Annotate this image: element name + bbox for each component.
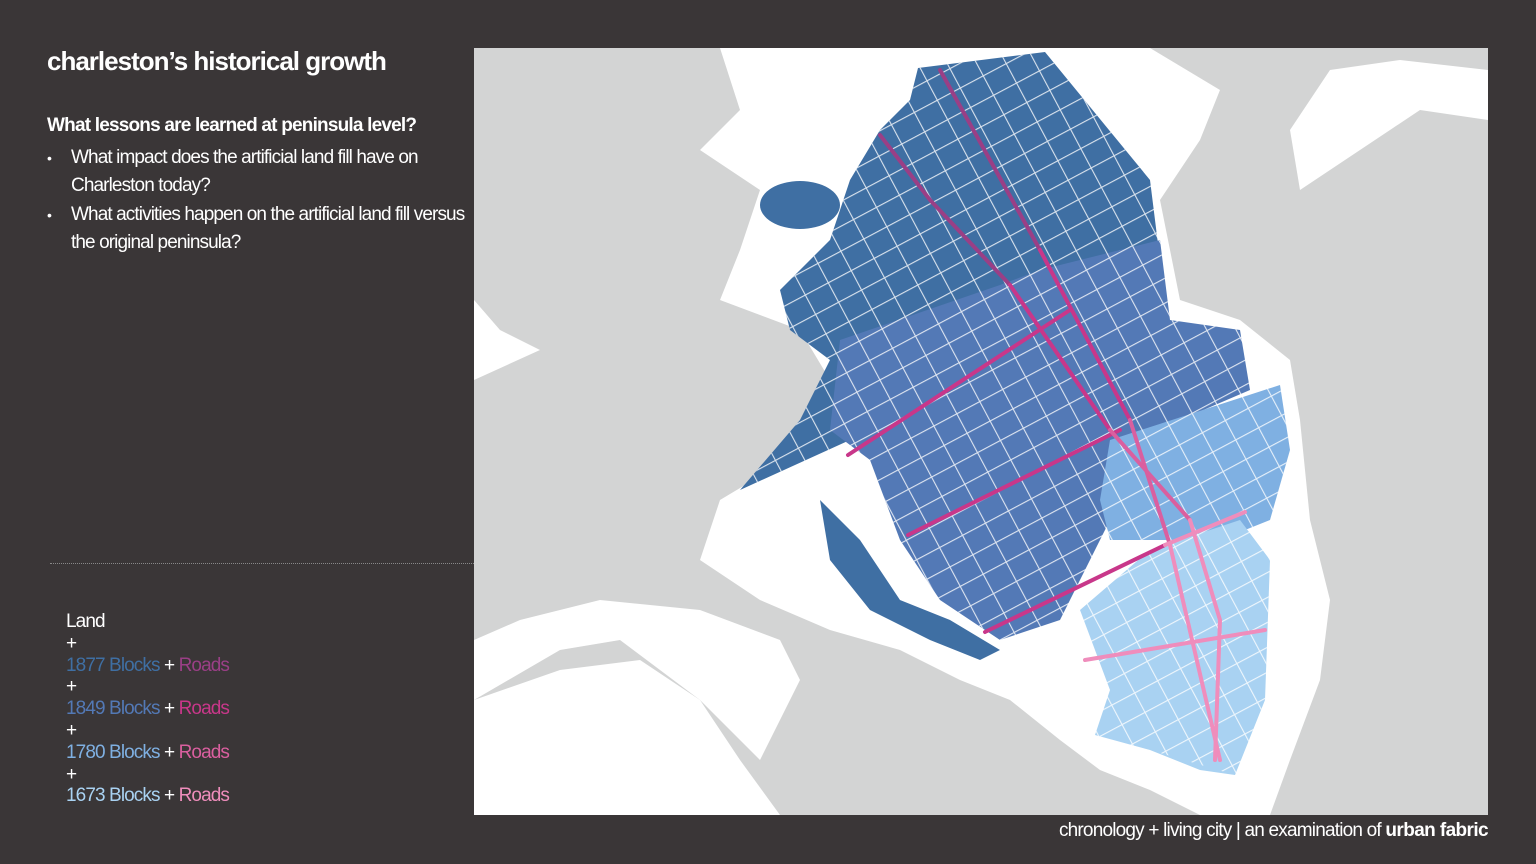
road-1877: [938, 68, 1042, 252]
legend-roads: Roads: [178, 741, 230, 763]
legend: Land +1877 Blocks + Roads +1849 Blocks + …: [66, 611, 230, 807]
road-1673: [1083, 628, 1267, 662]
bullet-list: What impact does the artificial land fil…: [47, 144, 471, 258]
title: charleston’s historical growth: [47, 46, 387, 76]
legend-blocks: 1849 Blocks: [66, 698, 161, 720]
road-1849: [1038, 248, 1132, 422]
legend-plus: +: [66, 719, 77, 741]
question-heading: What lessons are learned at peninsula le…: [47, 115, 417, 136]
blocks-1877: [820, 500, 1000, 660]
legend-base: Land: [66, 611, 106, 632]
legend-plus: +: [66, 763, 77, 785]
legend-row: 1877 Blocks + Roads: [66, 654, 230, 677]
roads: [846, 68, 1267, 762]
water: [474, 48, 1488, 815]
legend-plus: +: [66, 632, 77, 654]
legend-plus: +: [164, 785, 175, 807]
road-1673: [1188, 518, 1223, 762]
map: [474, 48, 1488, 815]
footer: chronology + living city | an examinatio…: [1058, 820, 1489, 842]
bullet: What activities happen on the artificial…: [47, 201, 471, 257]
footer-text: chronology + living city | an examinatio…: [1058, 820, 1382, 841]
road-1849: [906, 428, 1122, 537]
blocks-1877: [760, 181, 840, 229]
footer-emphasis: urban fabric: [1385, 820, 1488, 841]
road-1849: [846, 308, 1072, 457]
legend-plus: +: [66, 676, 77, 698]
road-1877: [878, 133, 1012, 287]
road-1849: [1008, 283, 1112, 432]
legend-roads: Roads: [178, 785, 230, 807]
bullet: What impact does the artificial land fil…: [47, 144, 471, 200]
legend-blocks: 1877 Blocks: [66, 654, 161, 676]
road-1780: [1128, 418, 1172, 547]
legend-plus: +: [164, 654, 175, 676]
legend-plus: +: [164, 741, 175, 763]
legend-roads: Roads: [178, 654, 230, 676]
road-1849: [983, 543, 1167, 634]
legend-row: 1780 Blocks + Roads: [66, 741, 230, 764]
legend-row: 1673 Blocks + Roads: [66, 785, 230, 807]
road-1780: [1108, 428, 1192, 522]
road-1673: [1163, 510, 1247, 547]
legend-roads: Roads: [178, 698, 230, 720]
legend-blocks: 1673 Blocks: [66, 785, 161, 807]
road-1673: [1168, 543, 1222, 762]
divider: [50, 563, 474, 564]
legend-row: 1849 Blocks + Roads: [66, 698, 230, 720]
legend-blocks: 1780 Blocks: [66, 741, 161, 763]
legend-plus: +: [164, 698, 175, 720]
